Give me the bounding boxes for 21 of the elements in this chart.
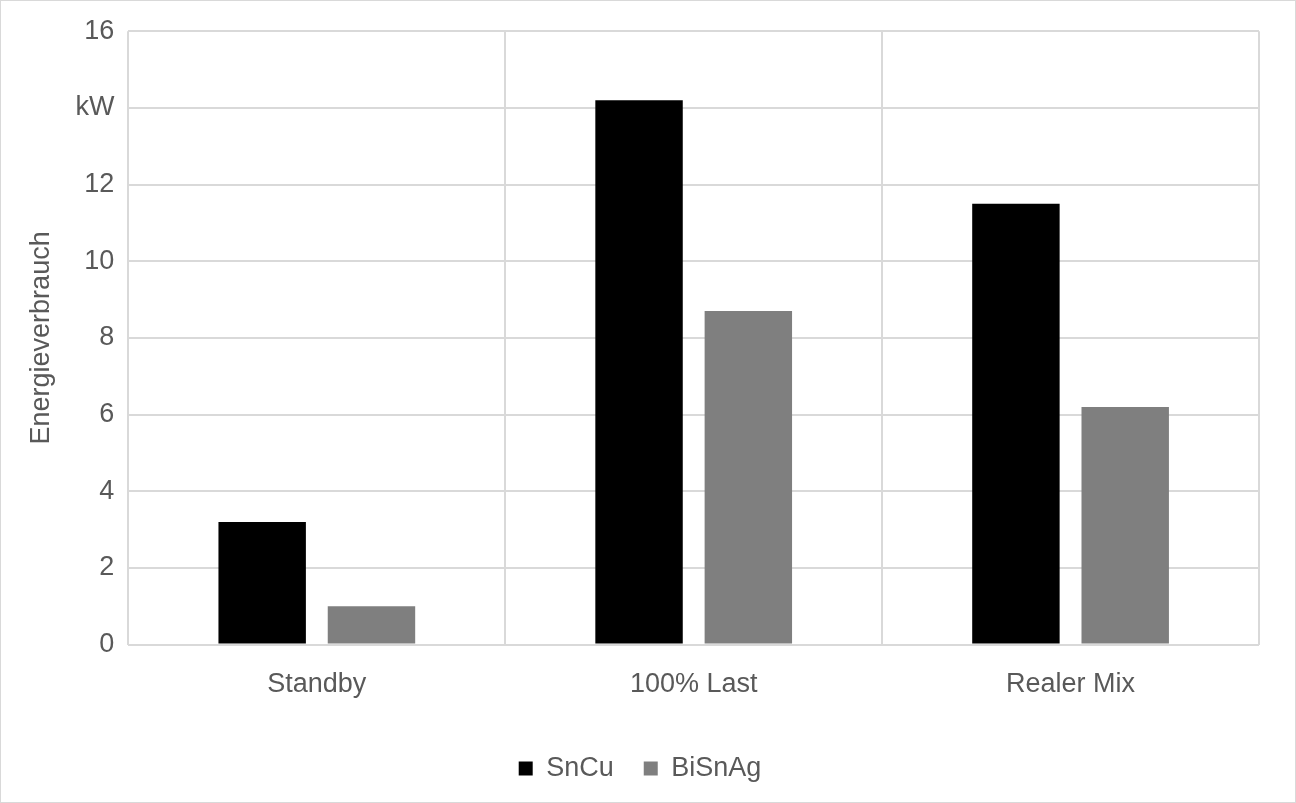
x-tick-label: Standby xyxy=(267,668,367,699)
bar xyxy=(972,203,1060,644)
y-tick-label: 4 xyxy=(99,474,115,505)
x-tick-label: Realer Mix xyxy=(1006,668,1136,699)
y-tick-label: 8 xyxy=(99,321,115,352)
bar xyxy=(595,100,683,644)
y-tick-label: 10 xyxy=(84,244,115,275)
y-tick-label: 12 xyxy=(84,168,115,198)
y-axis-title: Energieverbrauch xyxy=(24,231,55,445)
x-tick-label: 100% Last xyxy=(629,668,758,699)
bar xyxy=(1081,406,1169,644)
legend-label: SnCu xyxy=(546,751,614,782)
bar xyxy=(704,311,793,644)
y-tick-label: 16 xyxy=(84,14,115,45)
bar xyxy=(327,606,416,644)
y-tick-label: 0 xyxy=(99,628,115,659)
bar xyxy=(218,521,306,644)
legend-label: BiSnAg xyxy=(671,751,762,782)
y-tick-label: kW xyxy=(75,91,115,122)
y-tick-label: 2 xyxy=(99,551,115,582)
y-tick-label: 6 xyxy=(99,398,115,429)
